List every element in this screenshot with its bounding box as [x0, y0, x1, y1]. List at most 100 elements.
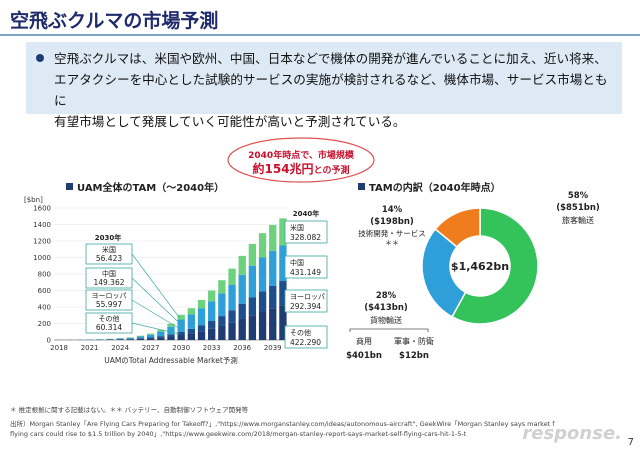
bar-segment — [157, 337, 165, 340]
annotation-2040-value: 328.082 — [290, 233, 321, 242]
bar-segment — [167, 336, 175, 340]
annotation-2030-name: 中国 — [102, 269, 116, 278]
bar-segment — [157, 331, 165, 337]
bar-segment — [187, 328, 196, 334]
annotation-2030-value: 56.423 — [96, 254, 122, 263]
bar-segment — [228, 284, 236, 311]
x-tick-label: 2027 — [142, 344, 160, 352]
x-tick-label: 2033 — [203, 344, 221, 352]
bar-segment — [238, 303, 246, 319]
bar-segment — [146, 337, 155, 339]
y-axis-label: [$bn] — [24, 196, 43, 204]
y-tick-label: 0 — [47, 337, 51, 345]
bar-segment — [136, 336, 145, 339]
bar-segment — [269, 224, 277, 251]
bar-segment — [248, 297, 257, 316]
bar-segment — [136, 338, 145, 339]
bar-segment — [116, 338, 124, 340]
bullet-icon — [36, 54, 44, 62]
bar-segment — [187, 333, 196, 340]
annotation-2030-name: その他 — [99, 314, 120, 323]
bar-segment — [218, 325, 226, 340]
annotation-2040-name: 中国 — [290, 258, 304, 267]
bar-chart-title-text: UAM全体のTAM（～2040年） — [77, 183, 225, 194]
annotation-2030-value: 149.362 — [93, 278, 124, 287]
square-bullet-icon — [66, 183, 73, 190]
footnote-3: flying cars could rise to $1.5 trillion … — [10, 430, 467, 438]
callout-line-1: 2040年時点で、市場規模 — [248, 151, 354, 161]
bar-segment — [228, 310, 236, 323]
bar-segment — [218, 316, 226, 326]
bar-segment — [238, 255, 246, 275]
y-tick-label: 400 — [38, 304, 51, 312]
annotation-2030-name: 米国 — [102, 245, 116, 254]
bar-segment — [279, 305, 287, 340]
bar-segment — [187, 314, 196, 329]
bar-segment — [197, 331, 206, 340]
square-bullet-icon — [358, 183, 365, 190]
sub-breakdown-value: $401bn — [346, 351, 382, 361]
bar-segment — [228, 268, 236, 285]
bar-segment — [146, 333, 155, 335]
page-title: 空飛ぶクルマの市場予測 — [10, 10, 219, 32]
bar-segment — [177, 319, 185, 332]
annotation-2040-value: 292.394 — [290, 302, 321, 311]
bar-segment — [228, 322, 236, 340]
pie-label-percent: 58% — [568, 191, 589, 201]
pie-label-name: 貨物輸送 — [370, 315, 402, 325]
y-tick-label: 1400 — [33, 221, 51, 229]
x-tick-label: 2024 — [111, 344, 129, 352]
bar-segment — [269, 285, 277, 309]
annotation-2030-name: ヨーロッパ — [92, 292, 127, 300]
bar-chart-title: UAM全体のTAM（～2040年） — [66, 179, 224, 194]
annotation-2030-value: 60.314 — [96, 323, 122, 332]
annotation-2040-name: その他 — [290, 328, 311, 337]
pie-label-name: 技術開発・サービス — [358, 228, 426, 238]
summary-line-3: 有望市場として発展していく可能性が高いと予測されている。 — [54, 114, 406, 129]
bar-segment — [167, 326, 175, 335]
bar-segment — [258, 311, 267, 340]
annotation-2030-leader — [131, 277, 180, 324]
footnote-2: 出所）Morgan Stanley「Are Flying Cars Prepar… — [10, 420, 555, 428]
bar-segment — [197, 325, 206, 332]
bar-segment — [208, 290, 216, 302]
annotation-2040-box — [284, 289, 328, 313]
sub-breakdown-bracket — [349, 328, 429, 332]
bar-segment — [258, 291, 267, 312]
bar-segment — [218, 280, 226, 294]
callout-bubble — [227, 137, 375, 183]
summary-box: 空飛ぶクルマは、米国や欧州、中国、日本などで機体の開発が進んでいることに加え、近… — [26, 42, 622, 129]
x-axis-label: UAMのTotal Addressable Market予測 — [104, 355, 238, 365]
page-number: 7 — [627, 437, 634, 448]
x-tick-label: 2030 — [172, 344, 190, 352]
bar-segment — [126, 337, 134, 339]
callout-suffix: との予測 — [313, 166, 350, 176]
market-size-callout: 2040年時点で、市場規模 約154兆円との予測 — [226, 136, 376, 186]
pie-label-value: ($198bn) — [370, 217, 414, 227]
annotation-2040-name: ヨーロッパ — [290, 293, 325, 301]
annotation-2040-box — [284, 255, 328, 279]
bar-segment — [279, 218, 287, 246]
annotation-2040-title: 2040年 — [293, 209, 319, 218]
pie-label-percent: 14% — [382, 205, 403, 215]
pie-label-name: 旅客輸送 — [562, 215, 594, 225]
pie-slice — [451, 207, 539, 325]
bar-segment — [177, 335, 185, 340]
bar-segment — [258, 257, 267, 292]
pie-center-label: $1,462bn — [451, 260, 509, 273]
bar-segment — [177, 331, 185, 336]
bar-segment — [146, 334, 155, 338]
tam-pie-chart: $1,462bn 58% ($851bn) 旅客輸送 14% ($198bn)技術開発・サ… — [346, 191, 600, 361]
y-tick-label: 1600 — [33, 205, 51, 213]
sub-breakdown-value: $12bn — [399, 351, 429, 361]
x-tick-label: 2036 — [233, 344, 251, 352]
annotation-2040-value: 422.290 — [290, 338, 321, 347]
annotation-2040-value: 431.149 — [290, 268, 321, 277]
bar-segment — [167, 323, 175, 327]
bar-segment — [157, 336, 165, 338]
bar-segment — [208, 328, 216, 340]
bar-segment — [248, 315, 257, 340]
bar-segment — [269, 308, 277, 340]
pie-label-value: ($851bn) — [556, 203, 600, 213]
y-tick-label: 800 — [38, 271, 51, 279]
